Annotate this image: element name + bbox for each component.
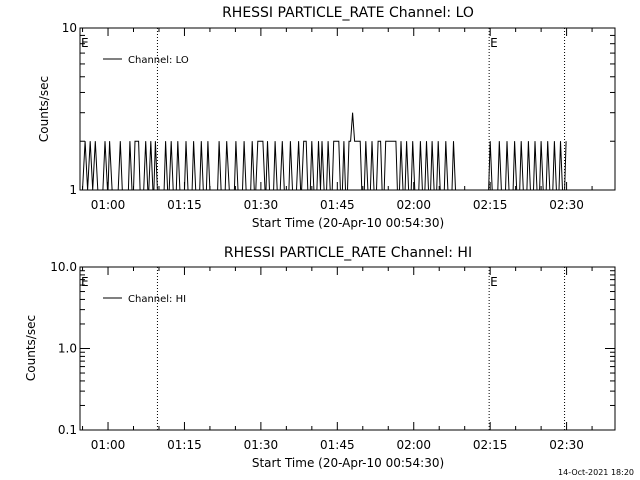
panel-lo: RHESSI PARTICLE_RATE Channel: LO Counts/…	[37, 5, 616, 230]
y-tick-label: 0.1	[58, 423, 77, 437]
chart-title: RHESSI PARTICLE_RATE Channel: HI	[224, 245, 472, 261]
x-tick-label: 01:00	[91, 438, 126, 452]
x-tick-label: 01:45	[320, 198, 355, 212]
y-ticks: 0.1 1.0 10.0	[50, 260, 615, 437]
x-tick-label: 01:15	[167, 438, 202, 452]
y-tick-label: 10	[62, 21, 77, 35]
x-tick-label: 02:15	[473, 198, 508, 212]
y-tick-label: 1.0	[58, 342, 77, 356]
x-tick-label: 01:30	[244, 198, 279, 212]
x-axis-label: Start Time (20-Apr-10 00:54:30)	[252, 456, 444, 470]
series-line	[82, 112, 567, 191]
x-tick-label: 02:15	[473, 438, 508, 452]
x-tick-label: 02:30	[549, 438, 584, 452]
legend-entry: Channel: HI	[128, 294, 186, 305]
x-ticks: 01:00 01:15 01:30 01:45 02:00 02:15 02:30	[82, 267, 593, 452]
vertical-markers	[156, 267, 566, 430]
series-group	[82, 112, 567, 191]
x-axis-label: Start Time (20-Apr-10 00:54:30)	[252, 216, 444, 230]
event-marker-label: E	[490, 275, 498, 289]
footer-timestamp: 14-Oct-2021 18:20	[558, 468, 634, 477]
x-tick-label: 02:30	[549, 198, 584, 212]
x-tick-label: 02:00	[396, 198, 431, 212]
legend: Channel: LO	[103, 55, 189, 66]
event-marker-label: E	[490, 36, 498, 50]
panel-hi: RHESSI PARTICLE_RATE Channel: HI Counts/…	[24, 245, 616, 470]
y-axis-label: Counts/sec	[24, 315, 38, 381]
x-tick-label: 02:00	[396, 438, 431, 452]
legend: Channel: HI	[103, 294, 186, 305]
x-tick-label: 01:15	[167, 198, 202, 212]
event-marker-label: E	[81, 275, 89, 289]
x-tick-label: 01:45	[320, 438, 355, 452]
legend-entry: Channel: LO	[128, 55, 189, 66]
x-ticks: 01:00 01:15 01:30 01:45 02:00 02:15 02:30	[82, 28, 593, 212]
y-ticks: 1 10	[62, 21, 615, 197]
event-marker-label: E	[81, 36, 89, 50]
y-tick-label: 10.0	[50, 260, 77, 274]
y-tick-label: 1	[69, 183, 77, 197]
x-tick-label: 01:00	[91, 198, 126, 212]
y-axis-label: Counts/sec	[37, 76, 51, 142]
x-tick-label: 01:30	[244, 438, 279, 452]
chart-title: RHESSI PARTICLE_RATE Channel: LO	[222, 5, 474, 21]
